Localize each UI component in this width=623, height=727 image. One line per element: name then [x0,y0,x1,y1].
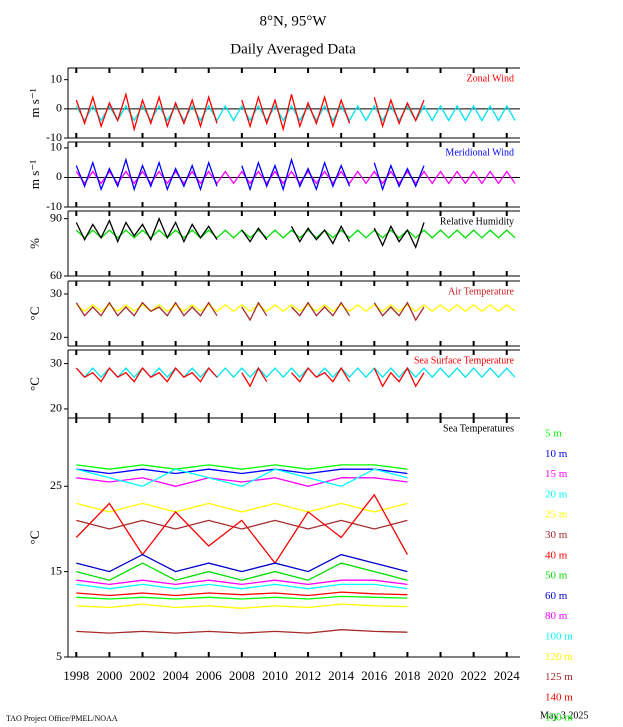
series-line [76,477,408,487]
series-line [76,553,408,573]
x-tick-label: 2006 [196,668,223,683]
series-line [76,595,408,600]
y-tick-label: -10 [46,199,62,213]
y-tick-label: 25 [50,478,62,492]
series-line [76,583,408,590]
y-tick-label: 30 [50,286,62,300]
panel-title: Relative Humidity [440,216,514,227]
x-tick-label: 2024 [494,668,521,683]
panel-title: Air Temperature [448,286,515,297]
legend-entry: 5 m [545,428,562,440]
x-tick-label: 2022 [461,668,487,683]
page-title: 8°N, 95°W [260,13,328,29]
legend-entry: 25 m [545,509,568,521]
series-line [76,519,408,530]
x-tick-label: 2008 [229,668,255,683]
legend-entry: 150 m [545,712,573,724]
legend-entry: 30 m [545,529,568,541]
y-tick-label: 90 [50,210,62,224]
x-tick-label: 2018 [394,668,420,683]
series-line [75,301,425,322]
series-line [75,216,425,250]
x-tick-label: 2012 [295,668,321,683]
x-tick-label: 2002 [130,668,156,683]
series-line [76,502,408,513]
x-tick-label: 2016 [361,668,388,683]
y-axis-label: °C [27,307,42,321]
y-tick-label: 10 [50,140,62,154]
y-tick-label: 10 [50,71,62,85]
series-line [75,91,425,132]
y-tick-label: 5 [56,649,62,663]
page-subtitle: Daily Averaged Data [230,41,356,57]
legend-entry: 60 m [545,590,568,602]
series-line [75,303,516,313]
y-axis-label: °C [27,531,42,545]
date: May 3 2025 [540,710,588,721]
y-axis-label: °C [27,377,42,391]
series-line [76,591,408,597]
legend-entry: 20 m [545,488,568,500]
legend-entry: 120 m [545,651,573,663]
y-axis-label: m s⁻¹ [27,160,42,189]
legend-entry: 140 m [545,691,573,703]
series-line [75,157,425,192]
x-tick-label: 2014 [328,668,355,683]
legend-entry: 125 m [545,671,573,683]
legend-entry: 100 m [545,631,573,643]
series-line [76,468,408,475]
y-axis-label: % [27,238,42,249]
credit: TAO Project Office/PMEL/NOAA [6,714,118,723]
y-tick-label: 30 [50,355,62,369]
y-tick-label: 60 [50,268,62,282]
series-line [76,464,408,470]
y-tick-label: 15 [50,563,62,577]
x-tick-label: 2000 [96,668,122,683]
y-tick-label: 0 [56,169,62,183]
series-line [76,603,408,609]
x-tick-label: 2020 [428,668,454,683]
series-line [76,579,408,586]
y-tick-label: 20 [50,401,62,415]
series-line [76,562,408,581]
panel-title: Meridional Wind [445,147,514,158]
x-tick-label: 2004 [163,668,190,683]
y-axis-label: m s⁻¹ [27,88,42,117]
legend-entry: 50 m [545,570,568,582]
legend-entry: 10 m [545,448,568,460]
x-tick-label: 1998 [63,668,89,683]
y-tick-label: 0 [56,101,62,115]
legend-entry: 15 m [545,468,568,480]
legend-entry: 40 m [545,549,568,561]
legend-entry: 80 m [545,610,568,622]
panel-title: Sea Surface Temperature [414,355,515,366]
panel-title: Sea Temperatures [443,423,514,434]
series-line [76,629,408,634]
y-tick-label: 20 [50,329,62,343]
series-line [75,366,425,388]
x-tick-label: 2010 [262,668,288,683]
y-tick-label: -10 [46,130,62,144]
panel-title: Zonal Wind [467,73,514,84]
